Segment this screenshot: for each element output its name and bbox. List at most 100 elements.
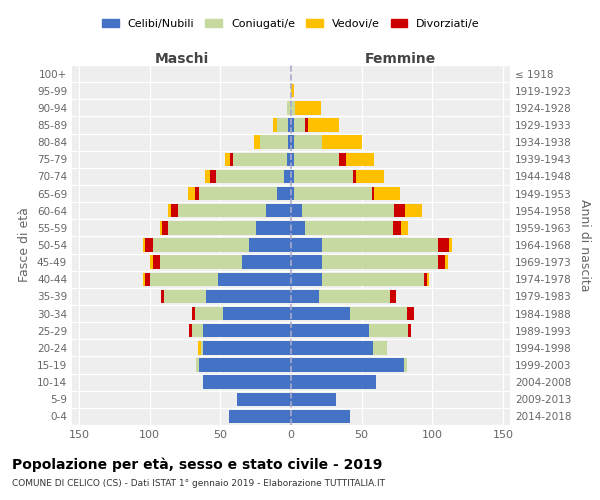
- Bar: [200, 341, 203, 354]
- Bar: [160, 221, 163, 234]
- Bar: [369, 324, 408, 338]
- Bar: [288, 118, 291, 132]
- Bar: [350, 307, 407, 320]
- Bar: [291, 101, 295, 114]
- Bar: [203, 341, 291, 354]
- Bar: [272, 118, 277, 132]
- Bar: [353, 170, 356, 183]
- Bar: [161, 290, 164, 303]
- Bar: [229, 410, 291, 423]
- Bar: [408, 324, 411, 338]
- Bar: [160, 256, 242, 269]
- Bar: [150, 256, 152, 269]
- Bar: [168, 204, 171, 218]
- Bar: [291, 358, 404, 372]
- Bar: [277, 118, 288, 132]
- Bar: [322, 136, 362, 149]
- Bar: [319, 290, 390, 303]
- Bar: [322, 256, 438, 269]
- Bar: [195, 187, 199, 200]
- Bar: [248, 238, 291, 252]
- Text: Popolazione per età, sesso e stato civile - 2019: Popolazione per età, sesso e stato civil…: [12, 458, 382, 472]
- Bar: [427, 272, 430, 286]
- Bar: [143, 238, 145, 252]
- Bar: [424, 272, 427, 286]
- Bar: [294, 170, 353, 183]
- Bar: [256, 221, 291, 234]
- Bar: [373, 341, 387, 354]
- Bar: [322, 238, 438, 252]
- Bar: [192, 307, 195, 320]
- Bar: [390, 290, 395, 303]
- Legend: Celibi/Nubili, Coniugati/e, Vedovi/e, Divorziati/e: Celibi/Nubili, Coniugati/e, Vedovi/e, Di…: [98, 14, 484, 34]
- Text: COMUNE DI CELICO (CS) - Dati ISTAT 1° gennaio 2019 - Elaborazione TUTTITALIA.IT: COMUNE DI CELICO (CS) - Dati ISTAT 1° ge…: [12, 479, 385, 488]
- Bar: [291, 118, 294, 132]
- Bar: [254, 136, 260, 149]
- Bar: [291, 324, 369, 338]
- Bar: [291, 136, 294, 149]
- Bar: [206, 290, 291, 303]
- Bar: [294, 187, 371, 200]
- Bar: [291, 204, 302, 218]
- Bar: [218, 272, 291, 286]
- Bar: [163, 221, 168, 234]
- Bar: [305, 221, 393, 234]
- Bar: [445, 256, 448, 269]
- Bar: [371, 187, 374, 200]
- Bar: [291, 256, 322, 269]
- Bar: [339, 152, 346, 166]
- Bar: [291, 187, 294, 200]
- Bar: [266, 204, 291, 218]
- Bar: [356, 170, 384, 183]
- Bar: [401, 221, 408, 234]
- Bar: [291, 272, 322, 286]
- Bar: [287, 101, 291, 114]
- Bar: [374, 187, 400, 200]
- Bar: [152, 256, 160, 269]
- Bar: [168, 221, 256, 234]
- Bar: [203, 376, 291, 389]
- Bar: [305, 118, 308, 132]
- Bar: [291, 376, 376, 389]
- Bar: [203, 324, 291, 338]
- Bar: [189, 324, 192, 338]
- Bar: [152, 238, 248, 252]
- Bar: [216, 170, 284, 183]
- Bar: [199, 358, 291, 372]
- Bar: [230, 152, 233, 166]
- Bar: [291, 170, 294, 183]
- Y-axis label: Fasce di età: Fasce di età: [19, 208, 31, 282]
- Bar: [171, 204, 178, 218]
- Bar: [404, 358, 407, 372]
- Bar: [294, 118, 305, 132]
- Bar: [260, 136, 288, 149]
- Bar: [238, 392, 291, 406]
- Bar: [199, 187, 277, 200]
- Bar: [143, 272, 145, 286]
- Bar: [205, 170, 211, 183]
- Bar: [288, 136, 291, 149]
- Bar: [223, 307, 291, 320]
- Bar: [406, 204, 422, 218]
- Bar: [242, 256, 291, 269]
- Bar: [284, 170, 291, 183]
- Bar: [192, 324, 203, 338]
- Bar: [291, 341, 373, 354]
- Bar: [224, 152, 230, 166]
- Bar: [145, 272, 150, 286]
- Bar: [308, 118, 339, 132]
- Bar: [295, 101, 320, 114]
- Bar: [196, 358, 199, 372]
- Bar: [211, 170, 216, 183]
- Bar: [291, 84, 294, 98]
- Bar: [294, 152, 339, 166]
- Bar: [438, 256, 445, 269]
- Bar: [150, 272, 218, 286]
- Bar: [164, 290, 206, 303]
- Bar: [188, 187, 195, 200]
- Bar: [394, 204, 406, 218]
- Bar: [233, 152, 287, 166]
- Bar: [322, 272, 424, 286]
- Bar: [302, 204, 394, 218]
- Bar: [407, 307, 414, 320]
